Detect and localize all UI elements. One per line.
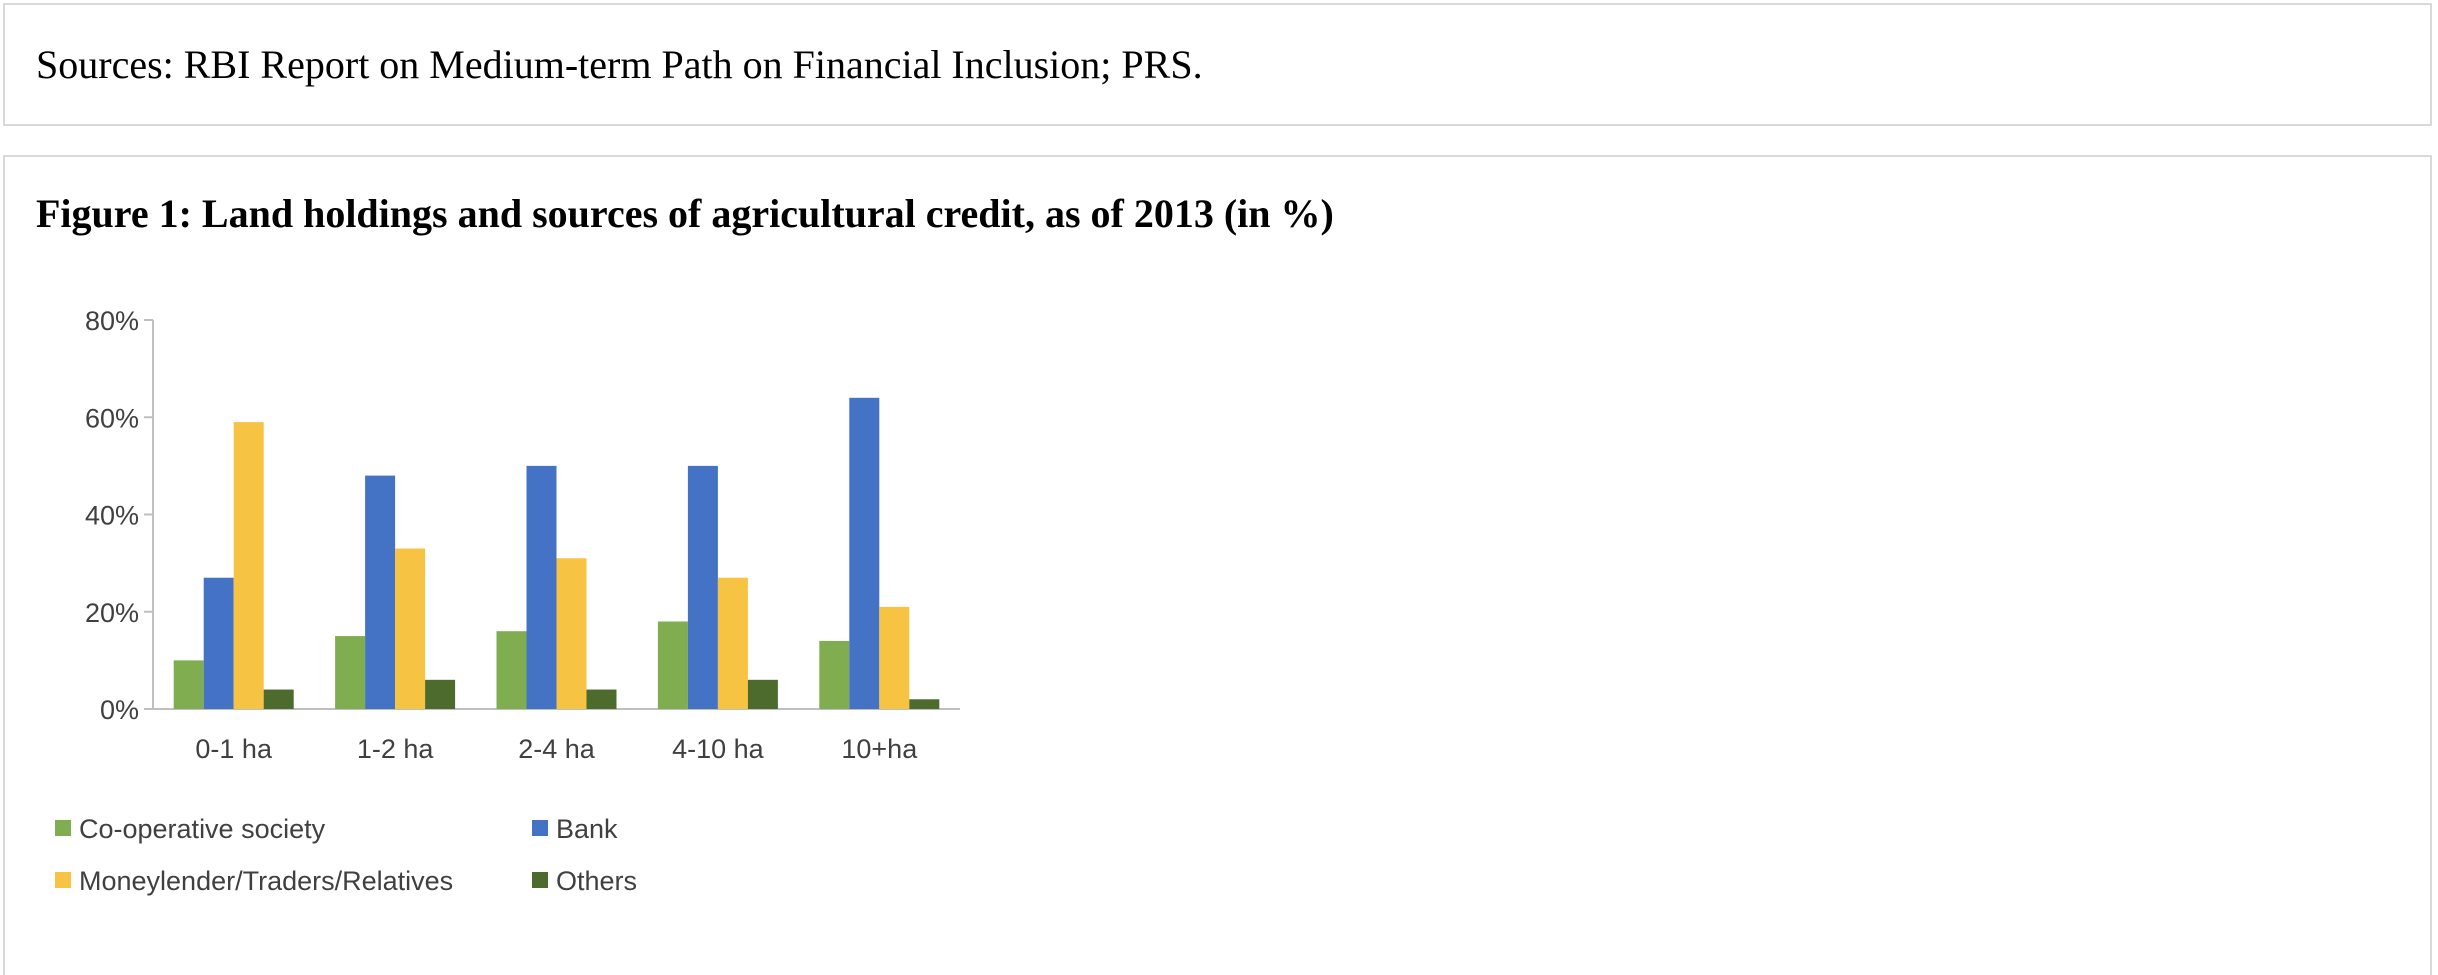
legend-label: Bank — [556, 814, 618, 844]
y-tick-label: 80% — [85, 306, 139, 336]
bar — [425, 679, 456, 709]
bar — [526, 465, 557, 709]
bar — [687, 465, 718, 709]
bar — [717, 577, 748, 709]
figure-title: Figure 1: Land holdings and sources of a… — [36, 191, 1334, 236]
legend-swatch — [532, 872, 548, 888]
bar — [819, 640, 850, 709]
bar — [335, 636, 366, 709]
legend-label: Moneylender/Traders/Relatives — [79, 866, 453, 896]
bar — [496, 631, 527, 709]
bar — [909, 699, 940, 709]
y-tick-label: 0% — [100, 695, 139, 725]
legend-item: Co-operative society — [55, 814, 326, 844]
legend-swatch — [55, 872, 71, 888]
bar — [203, 577, 234, 709]
legend-swatch — [55, 820, 71, 836]
x-tick-label: 1-2 ha — [357, 734, 435, 764]
x-tick-label: 4-10 ha — [672, 734, 765, 764]
bar — [263, 689, 294, 709]
legend-label: Others — [556, 866, 637, 896]
legend-item: Moneylender/Traders/Relatives — [55, 866, 453, 896]
bar — [879, 606, 910, 709]
bar — [849, 397, 880, 709]
bar — [657, 621, 688, 709]
x-tick-label: 2-4 ha — [518, 734, 596, 764]
bar — [747, 679, 778, 709]
y-tick-label: 60% — [85, 403, 139, 433]
bar — [395, 548, 426, 709]
bar — [173, 660, 204, 709]
legend-item: Bank — [532, 814, 618, 844]
x-tick-label: 10+ha — [841, 734, 918, 764]
y-tick-label: 20% — [85, 598, 139, 628]
y-tick-label: 40% — [85, 501, 139, 531]
legend-label: Co-operative society — [79, 814, 326, 844]
legend-swatch — [532, 820, 548, 836]
bar — [556, 558, 587, 709]
bar — [586, 689, 617, 709]
bar — [365, 475, 396, 709]
x-tick-label: 0-1 ha — [195, 734, 273, 764]
sources-box: Sources: RBI Report on Medium-term Path … — [3, 3, 2432, 126]
sources-text: Sources: RBI Report on Medium-term Path … — [36, 42, 1203, 87]
bar — [233, 422, 264, 709]
legend-item: Others — [532, 866, 637, 896]
